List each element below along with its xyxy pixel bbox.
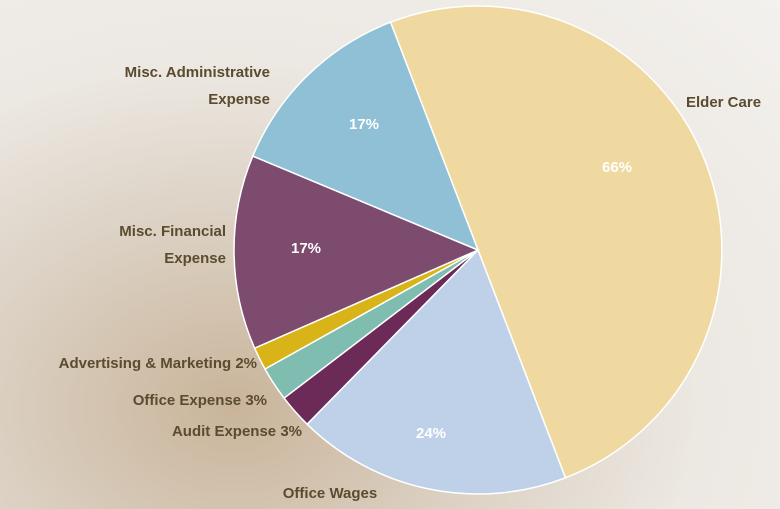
slice-value-label: 66%: [602, 159, 632, 176]
slice-value-label: 17%: [349, 116, 379, 133]
slice-name: Elder Care: [686, 94, 761, 111]
slice-label: Office Expense 3%: [133, 387, 267, 414]
slice-label: Misc. Financial Expense: [76, 218, 226, 272]
slice-value: 3%: [245, 392, 267, 409]
slice-name: Office Expense: [133, 392, 241, 409]
slice-name: Advertising & Marketing: [59, 355, 232, 372]
slice-value: 2%: [235, 355, 257, 372]
slice-name: Office Wages: [283, 485, 377, 502]
slice-label: Elder Care: [686, 89, 761, 116]
slice-label: Office Wages: [283, 480, 377, 507]
slice-label: Misc. Administrative Expense: [80, 59, 270, 113]
slice-label: Audit Expense 3%: [172, 418, 302, 445]
slice-value-label: 17%: [291, 240, 321, 257]
slice-value: 3%: [280, 423, 302, 440]
chart: 66% 24% 17% 17% Elder Care Office Wages Audit…: [0, 0, 780, 509]
slice-label: Advertising & Marketing 2%: [59, 350, 257, 377]
slice-name: Audit Expense: [172, 423, 276, 440]
slice-name: Misc. Financial Expense: [119, 223, 226, 267]
slice-value-label: 24%: [416, 425, 446, 442]
slice-name: Misc. Administrative Expense: [125, 64, 270, 108]
